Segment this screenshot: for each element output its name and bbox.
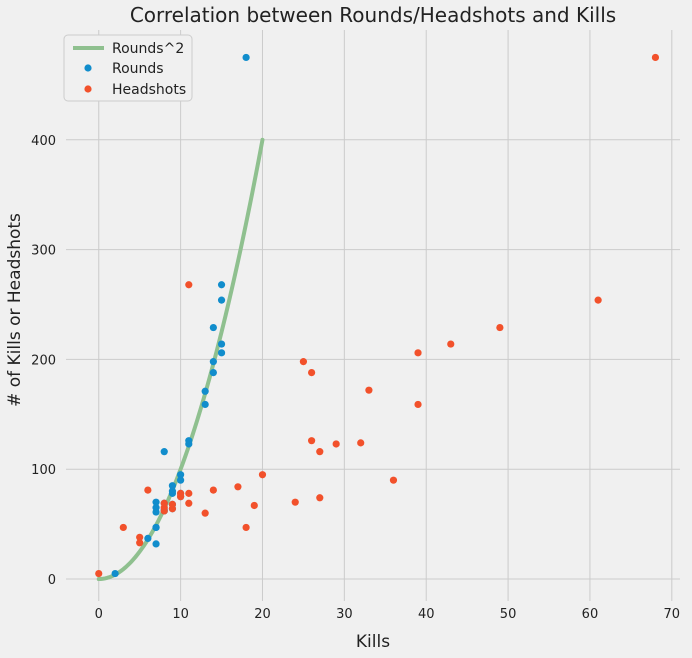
rounds-point [201, 387, 209, 395]
headshots-point [185, 281, 193, 289]
headshots-point [234, 483, 242, 491]
headshots-point [95, 569, 103, 578]
scatter-points-layer [95, 53, 660, 578]
legend-rounds-label: Rounds [112, 61, 164, 77]
headshots-point [168, 500, 177, 508]
rounds-point [152, 523, 160, 532]
x-tick-label: 70 [664, 607, 681, 622]
x-tick-label: 0 [95, 607, 103, 622]
headshots-point [365, 386, 373, 394]
headshots-point [201, 509, 209, 517]
rounds-point [217, 281, 226, 289]
x-axis-label: Kills [356, 632, 390, 652]
headshots-point [308, 369, 316, 377]
rounds-point [144, 534, 152, 543]
x-tick-label: 60 [582, 607, 599, 622]
rounds-point [152, 498, 160, 506]
headshots-point [496, 323, 504, 332]
headshots-point [594, 296, 602, 304]
headshots-point [651, 53, 660, 62]
chart-title: Correlation between Rounds/Headshots and… [130, 3, 616, 27]
rounds-point [160, 448, 168, 456]
headshots-point [332, 440, 340, 448]
y-tick-label: 300 [31, 244, 56, 259]
x-tick-label: 20 [254, 607, 271, 622]
rounds-point [201, 400, 209, 409]
y-tick-label: 100 [31, 463, 56, 478]
y-axis-label: # of Kills or Headshots [5, 213, 25, 407]
headshots-point [316, 448, 324, 456]
y-tick-label: 400 [31, 134, 56, 149]
rounds-point [111, 569, 119, 578]
legend-box [63, 34, 193, 102]
rounds-squared-curve [96, 137, 265, 582]
headshots-point [209, 486, 217, 494]
headshots-point [291, 498, 299, 506]
rounds-point [217, 340, 226, 348]
rounds-point [152, 540, 160, 548]
headshots-point [177, 489, 185, 497]
headshots-point [316, 494, 324, 502]
rounds-point [242, 53, 250, 62]
legend-rounds-swatch [84, 64, 92, 72]
headshots-point [414, 400, 422, 409]
headshots-point [299, 358, 308, 366]
headshots-point [160, 499, 168, 507]
rounds-point [209, 358, 217, 366]
x-tick-label: 50 [500, 607, 517, 622]
headshots-point [136, 533, 144, 541]
y-tick-label: 0 [48, 573, 56, 588]
legend-headshots-swatch [84, 85, 92, 93]
rounds-point [177, 471, 185, 479]
rounds-point [217, 349, 226, 357]
rounds-point [177, 476, 185, 484]
headshots-point [250, 501, 258, 510]
x-tick-label: 30 [336, 607, 353, 622]
grid-lines [66, 30, 680, 601]
headshots-point [185, 489, 193, 497]
headshots-point [308, 437, 316, 445]
rounds-point [185, 437, 193, 445]
legend-curve-label: Rounds^2 [112, 41, 184, 57]
rounds-point [168, 482, 177, 490]
rounds-point [168, 487, 177, 495]
y-axis-ticks: 0 100 200 300 400 [31, 134, 56, 588]
headshots-point [185, 499, 193, 507]
x-tick-label: 40 [418, 607, 435, 622]
headshots-point [414, 349, 422, 357]
rounds-point [152, 504, 160, 512]
rounds-point [209, 369, 217, 377]
rounds-squared-curve-layer [96, 137, 265, 582]
y-tick-label: 200 [31, 353, 56, 368]
legend-headshots-label: Headshots [112, 82, 186, 98]
headshots-point [136, 539, 144, 547]
headshots-point [258, 471, 267, 479]
headshots-point [242, 523, 250, 532]
legend: Rounds^2 Rounds Headshots [63, 34, 193, 102]
headshots-point [389, 476, 398, 484]
headshots-point [119, 523, 127, 532]
x-axis-ticks: 0 10 20 30 40 50 60 70 [95, 607, 680, 622]
headshots-point [447, 340, 455, 348]
rounds-point [217, 296, 226, 304]
headshots-point [357, 439, 365, 447]
rounds-point [209, 323, 217, 332]
x-tick-label: 10 [172, 607, 189, 622]
headshots-point [144, 486, 152, 494]
